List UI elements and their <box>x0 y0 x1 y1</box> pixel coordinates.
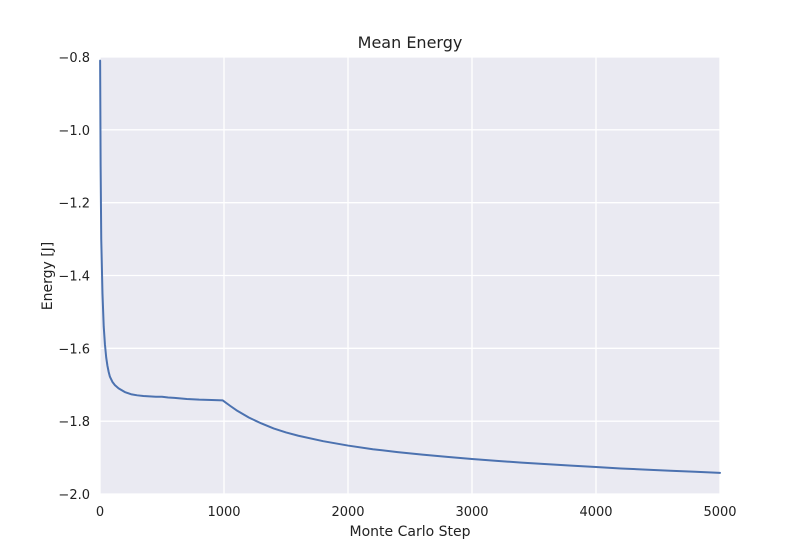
y-tick-label: −2.0 <box>58 488 90 503</box>
y-tick-label: −0.8 <box>58 51 90 66</box>
y-tick-label: −1.4 <box>58 270 90 285</box>
x-tick-label: 5000 <box>703 505 736 520</box>
chart-title: Mean Energy <box>358 33 463 52</box>
energy-series-line <box>99 59 721 474</box>
x-tick-label: 4000 <box>579 505 612 520</box>
y-axis-label: Energy [J] <box>40 242 56 311</box>
x-tick-label: 0 <box>96 505 104 520</box>
y-tick-label: −1.8 <box>58 415 90 430</box>
x-axis-label: Monte Carlo Step <box>350 524 471 540</box>
y-tick-label: −1.2 <box>58 197 90 212</box>
y-tick-label: −1.6 <box>58 342 90 357</box>
x-tick-labels: 0 1000 2000 3000 4000 5000 <box>96 505 737 520</box>
x-tick-label: 1000 <box>207 505 240 520</box>
x-tick-label: 3000 <box>455 505 488 520</box>
y-tick-label: −1.0 <box>58 124 90 139</box>
y-tick-labels: −2.0 −1.8 −1.6 −1.4 −1.2 −1.0 −0.8 <box>58 51 90 503</box>
y-gridlines <box>100 56 720 495</box>
x-tick-label: 2000 <box>331 505 364 520</box>
